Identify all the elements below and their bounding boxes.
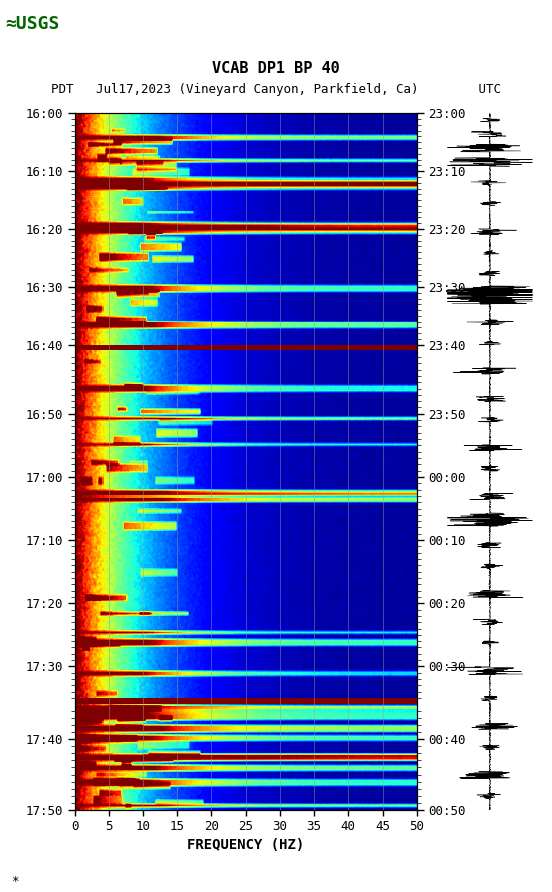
Text: ≈USGS: ≈USGS — [6, 15, 60, 33]
X-axis label: FREQUENCY (HZ): FREQUENCY (HZ) — [187, 838, 304, 852]
Text: VCAB DP1 BP 40: VCAB DP1 BP 40 — [212, 62, 340, 76]
Text: PDT   Jul17,2023 (Vineyard Canyon, Parkfield, Ca)        UTC: PDT Jul17,2023 (Vineyard Canyon, Parkfie… — [51, 83, 501, 95]
Text: *: * — [11, 875, 19, 888]
